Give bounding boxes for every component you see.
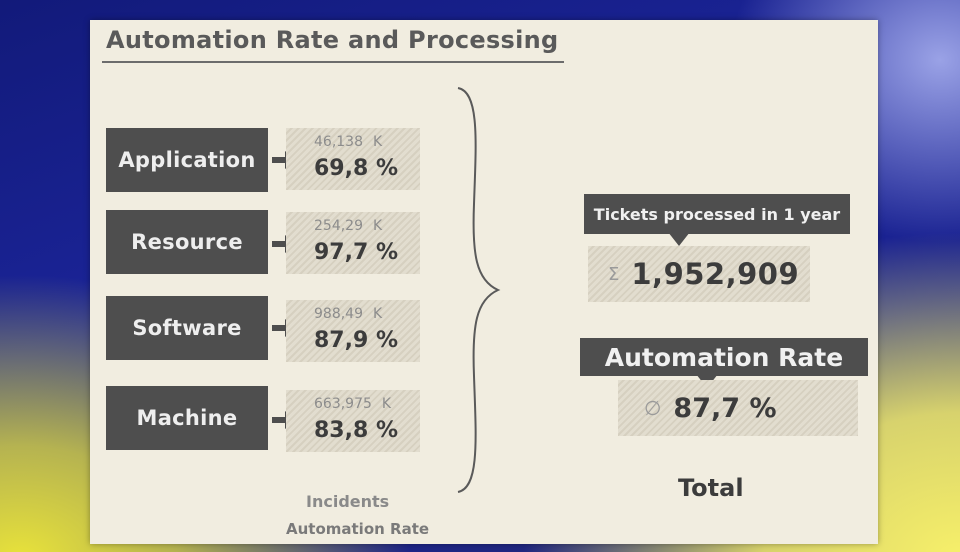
- automation-rate-value: 87,9 %: [314, 328, 398, 353]
- category-machine: Machine: [106, 386, 268, 450]
- total-label: Total: [678, 474, 744, 502]
- incidents-label: Incidents: [306, 492, 390, 511]
- incident-count: 988,49 K: [314, 306, 383, 322]
- category-application: Application: [106, 128, 268, 192]
- automation-rate-value: 69,8 %: [314, 156, 398, 181]
- tickets-value-box: Σ 1,952,909: [588, 246, 810, 302]
- automation-rate-total: 87,7 %: [673, 392, 777, 424]
- value-box-resource: 254,29 K 97,7 %: [286, 212, 420, 274]
- automation-rate-value-box: ∅ 87,7 %: [618, 380, 858, 436]
- category-software: Software: [106, 296, 268, 360]
- tickets-value: 1,952,909: [631, 257, 800, 291]
- value-box-software: 988,49 K 87,9 %: [286, 300, 420, 362]
- tickets-header: Tickets processed in 1 year: [584, 194, 850, 234]
- value-box-application: 46,138 K 69,8 %: [286, 128, 420, 190]
- automation-rate-label: Automation Rate: [286, 520, 430, 538]
- automation-rate-value: 83,8 %: [314, 418, 398, 443]
- incident-count: 46,138 K: [314, 134, 383, 150]
- title-underline: [102, 61, 564, 63]
- average-icon: ∅: [644, 396, 662, 420]
- incident-count: 254,29 K: [314, 218, 383, 234]
- pointer-down-icon: [668, 232, 690, 246]
- curly-brace: [457, 87, 501, 493]
- incident-count: 663,975 K: [314, 396, 392, 412]
- category-resource: Resource: [106, 210, 268, 274]
- automation-rate-header: Automation Rate: [580, 338, 868, 376]
- page-title: Automation Rate and Processing: [106, 26, 559, 54]
- infographic-card: Automation Rate and Processing Applicati…: [90, 20, 878, 544]
- sum-icon: Σ: [608, 263, 620, 285]
- value-box-machine: 663,975 K 83,8 %: [286, 390, 420, 452]
- automation-rate-value: 97,7 %: [314, 240, 398, 265]
